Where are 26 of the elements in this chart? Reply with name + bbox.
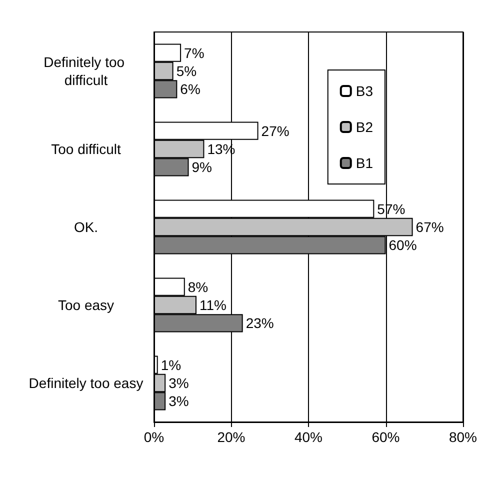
x-tick-label: 80% <box>448 429 478 445</box>
data-label: 3% <box>168 393 189 410</box>
y-tick-label: Definitely too difficult <box>44 54 128 88</box>
y-tick-label: Too easy <box>58 297 114 313</box>
y-tick-label: OK. <box>74 219 98 235</box>
data-label: 3% <box>168 375 189 391</box>
x-tick-label: 0% <box>144 429 164 445</box>
legend-label: B1 <box>356 155 374 171</box>
y-tick-label: Definitely too easy <box>28 375 144 391</box>
data-label: 27% <box>261 122 290 139</box>
legend-label: B2 <box>356 119 374 135</box>
data-label: 6% <box>180 81 200 98</box>
data-label: 1% <box>160 356 182 373</box>
x-tick-label: 20% <box>217 429 246 445</box>
data-label: 11% <box>199 297 226 313</box>
data-label: 8% <box>188 278 208 295</box>
data-label: 60% <box>388 237 417 254</box>
y-tick-label: Too difficult <box>51 141 121 157</box>
data-label: 9% <box>192 159 212 176</box>
data-label: 5% <box>176 63 197 79</box>
x-tick-label: 60% <box>372 429 400 445</box>
legend-label: B3 <box>356 83 374 99</box>
x-tick-label: 40% <box>294 429 323 445</box>
data-label: 7% <box>184 44 204 61</box>
data-label: 67% <box>416 219 444 235</box>
data-label: 23% <box>246 315 274 332</box>
